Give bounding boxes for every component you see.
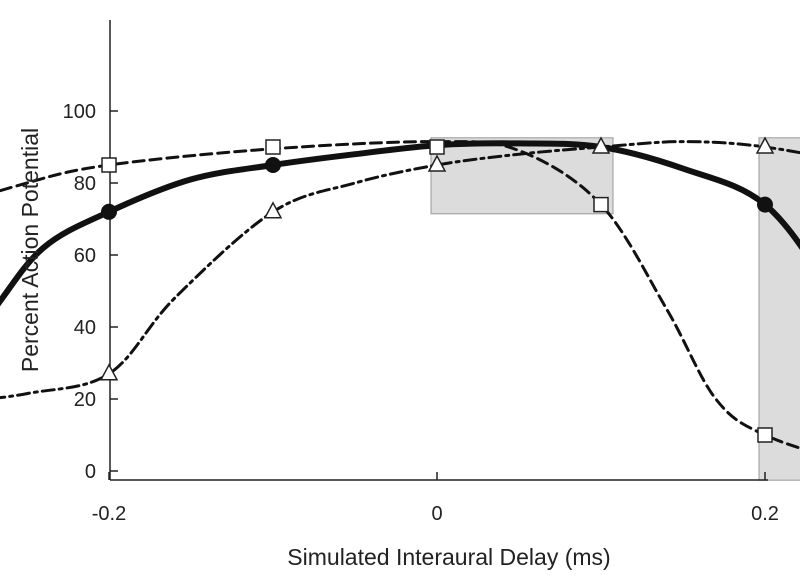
highlight-region-1 — [430, 137, 614, 215]
x-tick-label: -0.2 — [92, 503, 126, 525]
circle-point — [757, 196, 773, 213]
triangle-point — [755, 136, 775, 154]
triangle-point — [591, 136, 611, 154]
triangle-point — [263, 201, 283, 219]
square-point — [429, 139, 445, 155]
square-point — [757, 427, 773, 443]
y-ticks: 0 20 40 60 80 100 — [63, 101, 118, 483]
series-2-line — [0, 140, 800, 307]
y-axis-title: Percent Action Potential — [17, 128, 43, 372]
y-tick-label: 0 — [85, 461, 96, 483]
circle-point — [101, 203, 117, 220]
y-tick-label: 40 — [74, 317, 96, 339]
x-tick-label: 0.2 — [751, 503, 779, 525]
series-1-line — [0, 140, 800, 450]
y-tick-label: 20 — [74, 389, 96, 411]
y-tick-label: 80 — [74, 173, 96, 195]
series-3-line — [0, 140, 800, 400]
x-ticks: -0.4-0.200.20.40.6 — [92, 472, 779, 525]
highlight-region-2 — [758, 137, 800, 481]
y-tick-label: 60 — [74, 245, 96, 267]
square-point — [101, 157, 117, 173]
triangle-point — [99, 363, 119, 381]
axes — [109, 20, 768, 481]
y-tick-label: 100 — [63, 101, 96, 123]
square-point — [265, 139, 281, 155]
x-axis-title: Simulated Interaural Delay (ms) — [287, 544, 610, 570]
triangle-point — [427, 154, 447, 172]
square-point — [593, 196, 609, 213]
x-tick-label: 0 — [431, 503, 442, 525]
circle-point — [265, 157, 281, 173]
series-markers — [99, 136, 775, 443]
series-curves — [0, 140, 800, 450]
